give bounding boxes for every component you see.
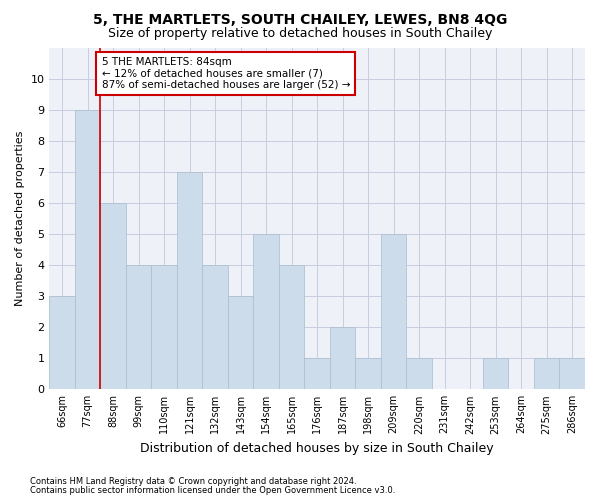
Bar (355, 358, 381, 390)
Text: 5 THE MARTLETS: 84sqm
← 12% of detached houses are smaller (7)
87% of semi-detac: 5 THE MARTLETS: 84sqm ← 12% of detached … (101, 57, 350, 90)
Text: 5, THE MARTLETS, SOUTH CHAILEY, LEWES, BN8 4QG: 5, THE MARTLETS, SOUTH CHAILEY, LEWES, B… (93, 12, 507, 26)
Bar (253, 234, 279, 390)
Bar (126, 265, 151, 390)
Text: Size of property relative to detached houses in South Chailey: Size of property relative to detached ho… (108, 28, 492, 40)
Bar (559, 358, 585, 390)
Bar (202, 265, 228, 390)
Bar (483, 358, 508, 390)
Bar (330, 327, 355, 390)
Bar (100, 203, 126, 390)
Bar (406, 358, 432, 390)
Y-axis label: Number of detached properties: Number of detached properties (15, 130, 25, 306)
Bar (534, 358, 559, 390)
X-axis label: Distribution of detached houses by size in South Chailey: Distribution of detached houses by size … (140, 442, 494, 455)
Bar (151, 265, 177, 390)
Bar (75, 110, 100, 390)
Text: Contains HM Land Registry data © Crown copyright and database right 2024.: Contains HM Land Registry data © Crown c… (30, 477, 356, 486)
Bar (49, 296, 75, 390)
Bar (279, 265, 304, 390)
Bar (304, 358, 330, 390)
Bar (177, 172, 202, 390)
Text: Contains public sector information licensed under the Open Government Licence v3: Contains public sector information licen… (30, 486, 395, 495)
Bar (381, 234, 406, 390)
Bar (228, 296, 253, 390)
